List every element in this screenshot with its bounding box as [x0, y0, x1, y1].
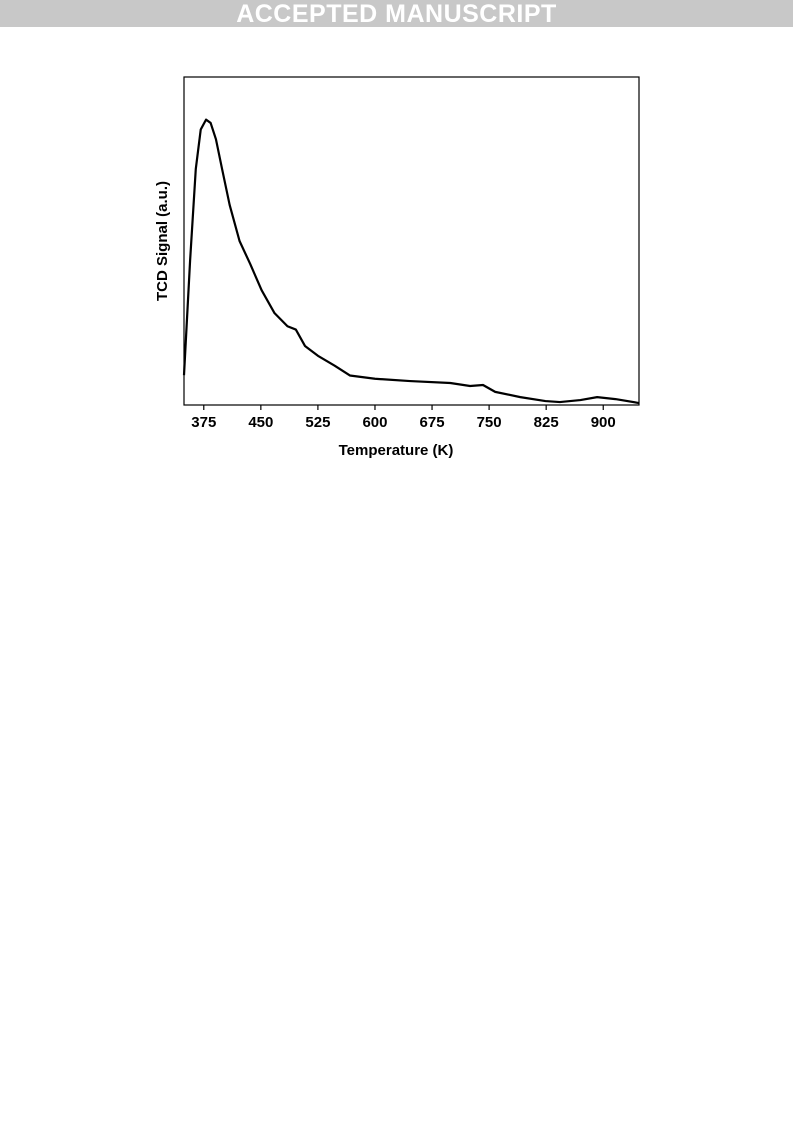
- x-tick-label: 750: [477, 414, 502, 431]
- x-tick-label: 900: [591, 414, 616, 431]
- x-tick-label: 600: [362, 414, 387, 431]
- y-axis-label: TCD Signal (a.u.): [154, 181, 171, 301]
- x-tick-label: 525: [305, 414, 330, 431]
- x-tick-label: 675: [420, 414, 445, 431]
- x-axis-label: Temperature (K): [339, 442, 454, 459]
- data-line: [182, 118, 640, 405]
- x-tick-label: 375: [191, 414, 216, 431]
- banner: ACCEPTED MANUSCRIPT: [0, 0, 793, 28]
- chart: Temperature (K) TCD Signal (a.u.) 375 450…: [154, 76, 640, 459]
- plot-frame: [183, 76, 640, 406]
- x-tick-label: 450: [248, 414, 273, 431]
- x-tick-label: 825: [534, 414, 559, 431]
